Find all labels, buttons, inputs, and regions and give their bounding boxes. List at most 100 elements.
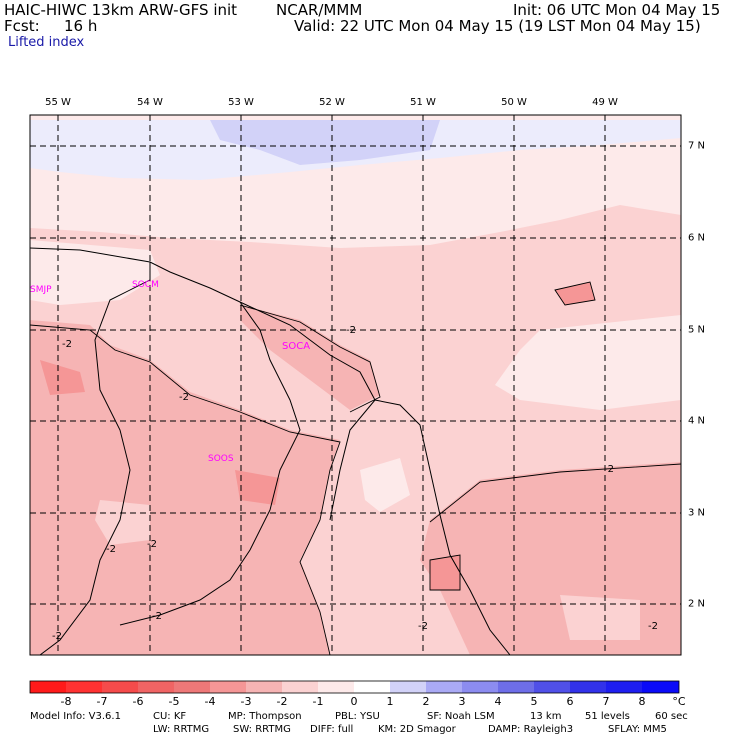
footer-shortwave: SW: RRTMG (233, 724, 291, 735)
contour-label: -2 (106, 544, 116, 555)
station-socm: SOCM (132, 280, 159, 290)
model-title: HAIC-HIWC 13km ARW-GFS init (4, 1, 238, 19)
contour-minus2-west (30, 324, 341, 655)
lon-label-55w: 55 W (45, 97, 71, 108)
contour-label: -2 (179, 392, 189, 403)
init-time: Init: 06 UTC Mon 04 May 15 (513, 1, 721, 19)
colorbar-label: -5 (168, 695, 180, 708)
graticule (30, 115, 681, 655)
colorbar-label: 0 (350, 695, 358, 708)
colorbar-label: -3 (240, 695, 252, 708)
lat-label-4n: 4 N (688, 415, 706, 427)
colorbar-label: -6 (132, 695, 144, 708)
footer-longwave: LW: RRTMG (153, 724, 210, 735)
footer-damping: DAMP: Rayleigh3 (488, 724, 574, 735)
lon-label-51w: 51 W (410, 97, 436, 108)
contour-minus3-south (429, 554, 461, 591)
colorbar-label: 3 (458, 695, 466, 708)
contour-label: -2 (604, 464, 614, 475)
colorbar-bin (606, 681, 642, 693)
colorbar-bin (66, 681, 102, 693)
colorbar-bin (534, 681, 570, 693)
colorbar-bin (282, 681, 318, 693)
colorbar-label: -7 (96, 695, 108, 708)
colorbar-frame (29, 680, 680, 694)
contour-label: -2 (648, 621, 658, 632)
station-soos: SOOS (208, 454, 234, 464)
lon-label-52w: 52 W (319, 97, 345, 108)
footer-surface-layer: SFLAY: MM5 (608, 724, 667, 735)
footer-model-info: Model Info: V3.6.1 (30, 711, 121, 722)
contour-minus2-east (429, 463, 681, 523)
colorbar-unit: °C (672, 695, 686, 708)
footer-levels: 51 levels (585, 711, 630, 722)
colorbar-bin (354, 681, 390, 693)
colorbar-bin (246, 681, 282, 693)
border-suriname-guiana (119, 301, 301, 626)
colorbar (29, 680, 680, 694)
station-smjp: SMJP (30, 285, 52, 295)
border-guyana-suriname (39, 262, 151, 655)
colorbar-bin (102, 681, 138, 693)
colorbar-label: -2 (276, 695, 288, 708)
footer-resolution: 13 km (530, 711, 562, 722)
field-zero-east (495, 315, 681, 410)
colorbar-label: 7 (602, 695, 610, 708)
contour-label: -2 (147, 539, 157, 550)
field-minus1-inner2 (340, 580, 420, 630)
colorbar-bin (318, 681, 354, 693)
lat-label-5n: 5 N (688, 324, 706, 336)
footer-surface: SF: Noah LSM (427, 711, 495, 722)
footer-km: KM: 2D Smagor (378, 724, 456, 735)
coastline (30, 247, 511, 655)
lat-label-7n: 7 N (688, 140, 706, 152)
field-zero-west (30, 240, 160, 305)
colorbar-bin (570, 681, 606, 693)
colorbar-bin (462, 681, 498, 693)
colorbar-label: 2 (422, 695, 430, 708)
lon-label-53w: 53 W (228, 97, 254, 108)
lat-label-3n: 3 N (688, 507, 706, 519)
colorbar-bin (426, 681, 462, 693)
lat-label-2n: 2 N (688, 598, 706, 610)
footer-microphysics: MP: Thompson (228, 711, 302, 722)
contour-label: -2 (62, 339, 72, 350)
forecast-label: Fcst: (4, 17, 40, 35)
organization-label: NCAR/MMM (276, 1, 363, 19)
valid-time: Valid: 22 UTC Mon 04 May 15 (19 LST Mon … (294, 17, 701, 35)
colorbar-label: -4 (204, 695, 216, 708)
contour-label: -2 (418, 621, 428, 632)
border-guiana-brazil (329, 399, 376, 521)
field-name: Lifted index (8, 35, 85, 50)
lat-label-6n: 6 N (688, 232, 706, 244)
field-minus2-coast (240, 305, 380, 410)
colorbar-bin (642, 681, 679, 693)
field-zero-inner (360, 458, 410, 512)
colorbar-bin (498, 681, 534, 693)
colorbar-bin (174, 681, 210, 693)
footer-cumulus: CU: KF (153, 711, 187, 722)
colorbar-label: 1 (386, 695, 394, 708)
colorbar-label: -1 (312, 695, 324, 708)
colorbar-bin (390, 681, 426, 693)
field-minus3-patch1 (40, 360, 85, 395)
lon-label-49w: 49 W (592, 97, 618, 108)
field-minus2-west (30, 320, 340, 655)
footer-timestep: 60 sec (655, 711, 688, 722)
contour-minus3-east (554, 281, 596, 306)
colorbar-bin (210, 681, 246, 693)
colorbar-label: 4 (494, 695, 502, 708)
field-minus3-patch2 (235, 470, 280, 505)
colorbar-label: 6 (566, 695, 574, 708)
colorbar-bin (30, 681, 66, 693)
colorbar-label: 5 (530, 695, 538, 708)
footer-diffusion: DIFF: full (310, 724, 354, 735)
forecast-hour: 16 h (64, 17, 98, 35)
footer-pbl: PBL: YSU (335, 711, 380, 722)
field-positive-core (210, 120, 440, 165)
map-plot-area: -2 -2 -2 -2 -2 -2 -2 -2 -2 -2 SMJP SOCM … (30, 115, 681, 655)
lon-label-50w: 50 W (501, 97, 527, 108)
colorbar-label: -8 (60, 695, 72, 708)
station-soca: SOCA (282, 341, 310, 352)
